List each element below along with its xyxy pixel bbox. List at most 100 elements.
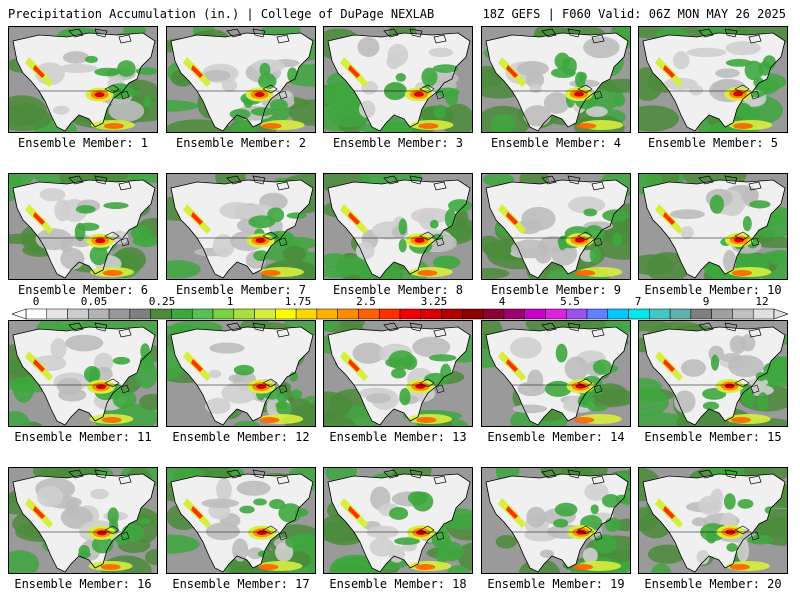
colorbar-tick-label: 2.5 xyxy=(356,295,376,308)
ensemble-member-map xyxy=(481,467,631,574)
colorbar-swatch xyxy=(649,308,671,320)
ensemble-member-caption: Ensemble Member: 4 xyxy=(490,136,622,150)
colorbar-tick-label: 1.75 xyxy=(284,295,312,308)
colorbar-swatch xyxy=(690,308,712,320)
precip-map xyxy=(482,321,630,426)
ensemble-member-map xyxy=(8,26,158,133)
colorbar-swatch xyxy=(399,308,422,320)
colorbar-tick-label: 0.05 xyxy=(80,295,108,308)
colorbar-tick-label: 9 xyxy=(702,295,710,308)
ensemble-member-map xyxy=(638,173,788,280)
precip-map xyxy=(639,174,787,279)
colorbar-swatch xyxy=(420,308,442,320)
ensemble-member-map xyxy=(323,26,473,133)
colorbar-swatch xyxy=(503,308,525,320)
precip-map xyxy=(167,468,315,573)
ensemble-member-caption: Ensemble Member: 5 xyxy=(647,136,779,150)
ensemble-member-map xyxy=(323,467,473,574)
precip-map xyxy=(639,27,787,132)
colorbar-swatch xyxy=(129,308,151,320)
colorbar-swatch xyxy=(191,308,214,320)
precip-map xyxy=(324,468,472,573)
precip-map xyxy=(482,468,630,573)
colorbar-swatch xyxy=(669,308,692,320)
ensemble-member-caption: Ensemble Member: 1 xyxy=(17,136,149,150)
colorbar-swatch xyxy=(316,308,338,320)
ensemble-member-caption: Ensemble Member: 17 xyxy=(172,577,310,591)
colorbar-swatch xyxy=(482,308,505,320)
colorbar-swatch xyxy=(752,308,775,320)
colorbar-tick-label: 0 xyxy=(32,295,40,308)
ensemble-member-caption: Ensemble Member: 9 xyxy=(490,283,622,297)
colorbar-tick-label: 0.25 xyxy=(148,295,176,308)
ensemble-member-map xyxy=(481,173,631,280)
colorbar-swatch xyxy=(337,308,359,320)
colorbar-swatch xyxy=(67,308,89,320)
ensemble-member-caption: Ensemble Member: 7 xyxy=(175,283,307,297)
colorbar-strip xyxy=(12,308,788,320)
ensemble-member-caption: Ensemble Member: 10 xyxy=(644,283,782,297)
colorbar-swatch xyxy=(358,308,380,320)
header-bar: Precipitation Accumulation (in.) | Colle… xyxy=(0,0,800,24)
ensemble-member-map xyxy=(481,26,631,133)
colorbar-left-arrow xyxy=(12,308,27,320)
precip-map xyxy=(9,27,157,132)
precip-map xyxy=(9,468,157,573)
ensemble-member-map xyxy=(166,467,316,574)
ensemble-member-caption: Ensemble Member: 12 xyxy=(172,430,310,444)
colorbar-swatch xyxy=(565,308,588,320)
ensemble-member-caption: Ensemble Member: 15 xyxy=(644,430,782,444)
colorbar-swatch xyxy=(275,308,297,320)
colorbar-swatch xyxy=(441,308,463,320)
colorbar-swatch xyxy=(150,308,172,320)
colorbar-tick-label: 5.5 xyxy=(560,295,580,308)
ensemble-member-map xyxy=(481,320,631,427)
ensemble-member-caption: Ensemble Member: 8 xyxy=(332,283,464,297)
precip-map xyxy=(167,27,315,132)
precip-map xyxy=(9,321,157,426)
colorbar-swatch xyxy=(524,308,546,320)
colorbar-swatch xyxy=(108,308,131,320)
ensemble-member-caption: Ensemble Member: 20 xyxy=(644,577,782,591)
colorbar-tick-label: 4 xyxy=(498,295,506,308)
colorbar-swatch xyxy=(46,308,68,320)
colorbar-swatch xyxy=(171,308,193,320)
colorbar-swatch xyxy=(628,308,650,320)
precip-map xyxy=(639,321,787,426)
precip-map xyxy=(482,174,630,279)
colorbar-tick-label: 7 xyxy=(634,295,642,308)
colorbar-swatch xyxy=(88,308,110,320)
colorbar-swatch xyxy=(711,308,733,320)
colorbar-swatch xyxy=(462,308,484,320)
colorbar-swatch xyxy=(25,308,48,320)
colorbar-swatch xyxy=(732,308,754,320)
ensemble-member-map xyxy=(8,173,158,280)
colorbar-swatch xyxy=(254,308,276,320)
run-info: 18Z GEFS | F060 Valid: 06Z MON MAY 26 20… xyxy=(482,7,786,21)
precip-map xyxy=(324,174,472,279)
ensemble-member-caption: Ensemble Member: 13 xyxy=(329,430,467,444)
ensemble-member-caption: Ensemble Member: 16 xyxy=(14,577,152,591)
precip-map xyxy=(9,174,157,279)
ensemble-member-map xyxy=(323,320,473,427)
ensemble-member-map xyxy=(166,173,316,280)
precip-map xyxy=(324,27,472,132)
precip-map xyxy=(167,321,315,426)
colorbar-swatch xyxy=(607,308,629,320)
ensemble-member-map xyxy=(8,467,158,574)
map-title: Precipitation Accumulation (in.) | Colle… xyxy=(8,7,435,21)
colorbar-swatch xyxy=(586,308,609,320)
precip-map xyxy=(482,27,630,132)
ensemble-member-caption: Ensemble Member: 18 xyxy=(329,577,467,591)
ensemble-member-caption: Ensemble Member: 2 xyxy=(175,136,307,150)
colorbar: 0 0.05 0.25 1 1.75 2.5 3.25 4 5.5 7 9 12 xyxy=(12,296,788,320)
precip-map xyxy=(324,321,472,426)
ensemble-member-caption: Ensemble Member: 14 xyxy=(487,430,625,444)
ensemble-member-map xyxy=(638,26,788,133)
colorbar-swatch xyxy=(233,308,255,320)
ensemble-member-caption: Ensemble Member: 3 xyxy=(332,136,464,150)
ensemble-member-map xyxy=(8,320,158,427)
ensemble-member-caption: Ensemble Member: 11 xyxy=(14,430,152,444)
ensemble-member-caption: Ensemble Member: 6 xyxy=(17,283,149,297)
colorbar-swatch xyxy=(295,308,318,320)
